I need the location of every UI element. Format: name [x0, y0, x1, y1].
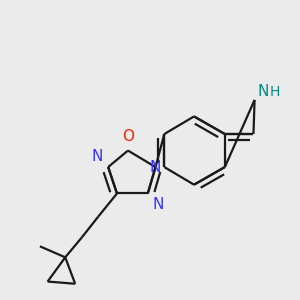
Text: H: H — [269, 85, 280, 99]
Text: N: N — [258, 84, 269, 99]
Text: N: N — [153, 197, 164, 212]
Text: N: N — [150, 160, 161, 175]
Text: N: N — [92, 149, 103, 164]
Text: O: O — [122, 129, 134, 144]
